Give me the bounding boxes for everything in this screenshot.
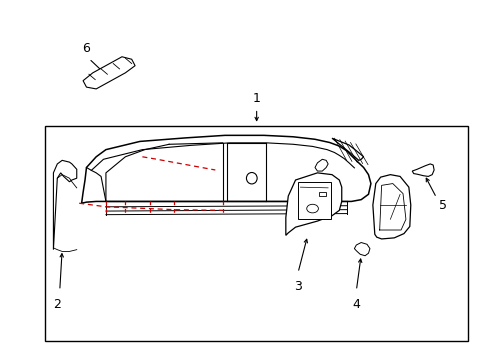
Polygon shape [331,138,363,160]
Bar [297,182,330,219]
Polygon shape [354,243,369,256]
Ellipse shape [246,172,257,184]
Text: 1: 1 [252,92,260,105]
Polygon shape [53,160,77,249]
Circle shape [306,204,318,213]
Bar [318,192,325,196]
Polygon shape [83,57,135,89]
Text: 6: 6 [82,42,90,55]
Text: 3: 3 [293,280,301,293]
Polygon shape [411,164,433,176]
Text: 4: 4 [352,298,360,311]
Bar [45,126,467,341]
Polygon shape [372,175,410,239]
Text: 2: 2 [53,298,61,311]
Text: 5: 5 [438,198,446,212]
Polygon shape [285,173,341,235]
Polygon shape [314,159,327,171]
Polygon shape [81,135,370,203]
